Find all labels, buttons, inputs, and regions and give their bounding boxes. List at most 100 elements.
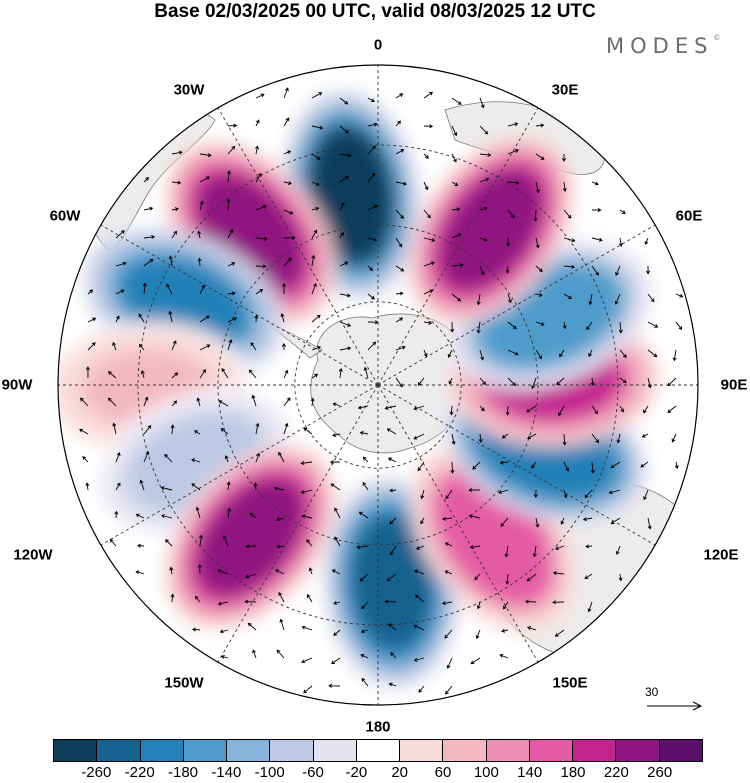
wind-arrow [507,180,520,185]
wind-arrow [143,396,149,407]
wind-arrow [562,154,567,162]
wind-arrow [531,461,537,469]
wind-arrow [588,349,593,358]
meridian-line [100,224,379,386]
wind-arrow [446,657,453,669]
wind-arrow [112,341,117,351]
wind-arrow [283,181,293,186]
graticule [58,65,698,705]
wind-arrow [311,254,316,267]
colorbar-tick-label: -140 [211,764,242,781]
colorbar-swatch [269,740,313,761]
wind-arrow [253,482,258,491]
wind-arrow [278,451,285,463]
wind-arrow [395,209,404,219]
wind-arrow [193,430,201,435]
wind-arrow [476,293,481,306]
wind-arrow [641,433,649,438]
lon-label-30e: 30E [551,81,579,99]
wind-arrow [499,460,509,465]
wind-arrow [505,265,510,274]
wind-arrow [415,545,425,550]
wind-arrow [169,566,174,575]
wind-arrow [647,293,655,303]
wind-arrow [283,209,294,215]
wind-arrow [311,92,323,99]
wind-arrow [248,369,257,379]
wind-arrow [217,601,229,606]
wind-arrow [505,405,510,416]
wind-arrow [358,511,369,519]
wind-arrow [450,461,455,474]
wind-arrow [138,313,145,323]
wind-arrow [195,506,201,519]
latitude-circle [294,301,462,469]
wind-arrow [499,653,509,659]
wind-arrow [250,342,257,351]
wind-arrow [197,257,202,267]
wind-arrow [196,397,201,407]
wind-arrow [255,93,265,99]
lon-label-150w: 150W [164,674,204,692]
wind-arrow [413,657,425,662]
wind-arrow [524,599,537,604]
wind-arrow [526,573,537,582]
wind-arrow [283,257,292,267]
wind-arrow [114,510,119,519]
wind-arrow [675,293,684,298]
wind-arrow [226,481,231,491]
colorbar-tick-label: 100 [473,764,499,781]
wind-arrow [476,321,481,334]
positive-anomaly [164,444,337,630]
colorbar-swatch [528,740,573,761]
lon-label-60e: 60E [675,207,703,225]
wind-arrow [166,283,173,295]
wind-arrow [451,233,462,239]
wind-arrow [610,517,621,525]
wind-arrow [275,569,285,575]
wind-arrow [475,629,481,640]
wind-arrow [137,543,145,548]
wind-arrow [479,237,488,242]
lon-label-30w: 30W [173,81,205,99]
wind-arrow [479,405,485,412]
wind-arrow [142,282,147,295]
wind-arrow [367,341,377,351]
wind-arrow [619,405,625,413]
wind-arrow [252,649,257,659]
wind-arrow [333,600,341,605]
wind-arrow [197,563,202,575]
latitude-circle [217,224,539,546]
wind-arrow [328,683,341,688]
anomaly-contour [310,129,392,261]
wind-arrow [423,261,435,267]
wind-arrow [554,545,565,551]
wind-arrow [535,181,540,194]
wind-arrow [417,377,425,386]
wind-arrow [367,172,376,183]
wind-arrow [360,629,369,634]
wind-arrow [87,289,94,295]
wind-arrow [115,482,121,491]
wind-arrow [331,569,341,575]
wind-arrow [107,371,117,379]
wind-arrow [563,293,573,299]
wind-arrow [608,489,621,495]
wind-arrow [333,629,341,636]
wind-arrow [255,422,260,435]
wind-arrow [588,293,593,306]
wind-arrow [276,649,285,659]
wind-arrow [357,405,369,410]
wind-arrow [535,153,545,160]
wind-arrow [283,422,289,435]
wind-arrow [227,123,238,128]
wind-arrow [532,545,537,558]
wind-arrow [332,433,341,438]
wind-arrow [497,489,509,494]
wind-arrow [501,628,509,633]
colorbar-swatch [54,740,97,761]
wind-arrow [161,514,173,519]
wind-arrow [112,422,117,435]
wind-arrow [423,153,429,159]
wind-arrow [227,262,236,267]
